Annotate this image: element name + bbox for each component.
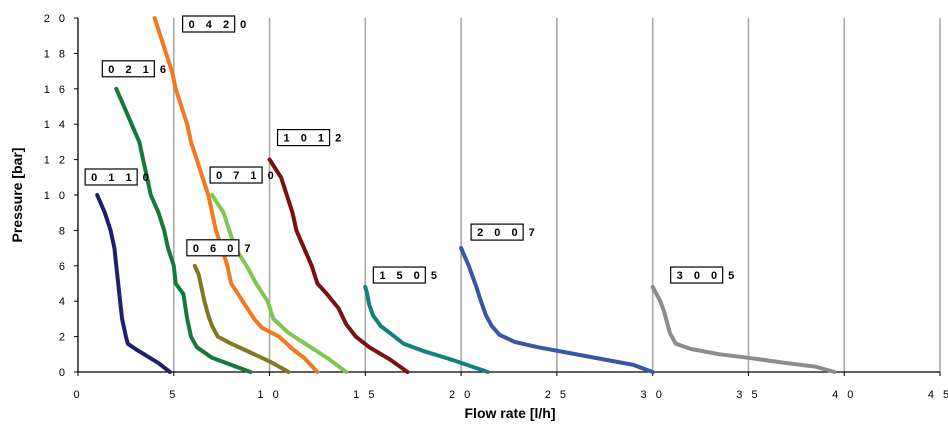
series-label: 2 0 0 7 xyxy=(470,223,539,241)
series-line xyxy=(210,193,349,374)
x-axis-label: Flow rate [l/h] xyxy=(465,405,556,421)
series-label-text: 0 1 1 0 xyxy=(91,172,153,184)
gridlines xyxy=(172,18,941,372)
series-label-text: 0 7 1 0 xyxy=(216,170,278,182)
y-tick-label: 2 0 xyxy=(44,13,68,25)
axes xyxy=(74,17,941,376)
y-axis-label: Pressure [bar] xyxy=(9,148,25,243)
series-labels: 0 1 1 0 0 2 1 6 0 4 2 0 0 6 0 7 0 7 1 0 1 0 1… xyxy=(84,15,739,284)
series-line xyxy=(152,16,320,374)
y-tick-label: 8 xyxy=(59,225,68,237)
y-tick-label: 1 0 xyxy=(44,190,68,202)
x-tick-label: 5 xyxy=(169,389,178,401)
series-label: 3 0 0 5 xyxy=(670,266,739,284)
series-label-text: 3 0 0 5 xyxy=(677,270,739,282)
series-line xyxy=(267,157,410,374)
y-tick-label: 1 2 xyxy=(44,155,68,167)
x-tick-label: 1 5 xyxy=(353,389,377,401)
series-label: 0 2 1 6 xyxy=(101,60,170,78)
series-label: 0 4 2 0 xyxy=(182,15,251,33)
x-tick-label: 4 5 xyxy=(928,389,948,401)
x-tick-label: 4 0 xyxy=(832,389,856,401)
series-line xyxy=(114,86,253,374)
series-line xyxy=(363,285,490,374)
series-label-text: 1 5 0 5 xyxy=(379,270,441,282)
x-tick-label: 1 0 xyxy=(257,389,281,401)
y-tick-label: 1 6 xyxy=(44,84,68,96)
y-tick-label: 0 xyxy=(59,367,68,379)
y-tick-label: 2 xyxy=(59,332,68,344)
series-label-text: 0 4 2 0 xyxy=(189,19,251,31)
series-label: 0 1 1 0 xyxy=(84,168,153,186)
tick-labels: 0 2 4 6 8 1 0 1 2 1 4 1 6 1 8 2 0 0 5 1 0 1 5 2 0 2 5 3 0… xyxy=(44,13,948,401)
x-tick-label: 3 5 xyxy=(736,389,760,401)
y-tick-label: 1 8 xyxy=(44,48,68,60)
series-label: 0 6 0 7 xyxy=(186,239,255,257)
series-label-text: 2 0 0 7 xyxy=(477,227,539,239)
series-lines xyxy=(95,16,837,374)
y-tick-label: 6 xyxy=(59,261,68,273)
x-tick-label: 0 xyxy=(73,389,82,401)
x-tick-label: 2 5 xyxy=(545,389,569,401)
series-line xyxy=(459,246,655,374)
series-label-text: 0 6 0 7 xyxy=(193,243,255,255)
series-label: 1 5 0 5 xyxy=(372,266,441,284)
series-line xyxy=(650,285,837,374)
series-label: 1 0 1 2 xyxy=(276,129,346,147)
x-tick-label: 3 0 xyxy=(641,389,665,401)
series-label: 0 7 1 0 xyxy=(209,166,278,184)
y-tick-label: 4 xyxy=(59,296,68,308)
series-line xyxy=(192,263,291,374)
series-line xyxy=(95,193,172,374)
x-tick-label: 2 0 xyxy=(449,389,473,401)
y-tick-label: 1 4 xyxy=(44,119,68,131)
series-label-text: 0 2 1 6 xyxy=(108,64,170,76)
series-label-text: 1 0 1 2 xyxy=(284,133,346,145)
